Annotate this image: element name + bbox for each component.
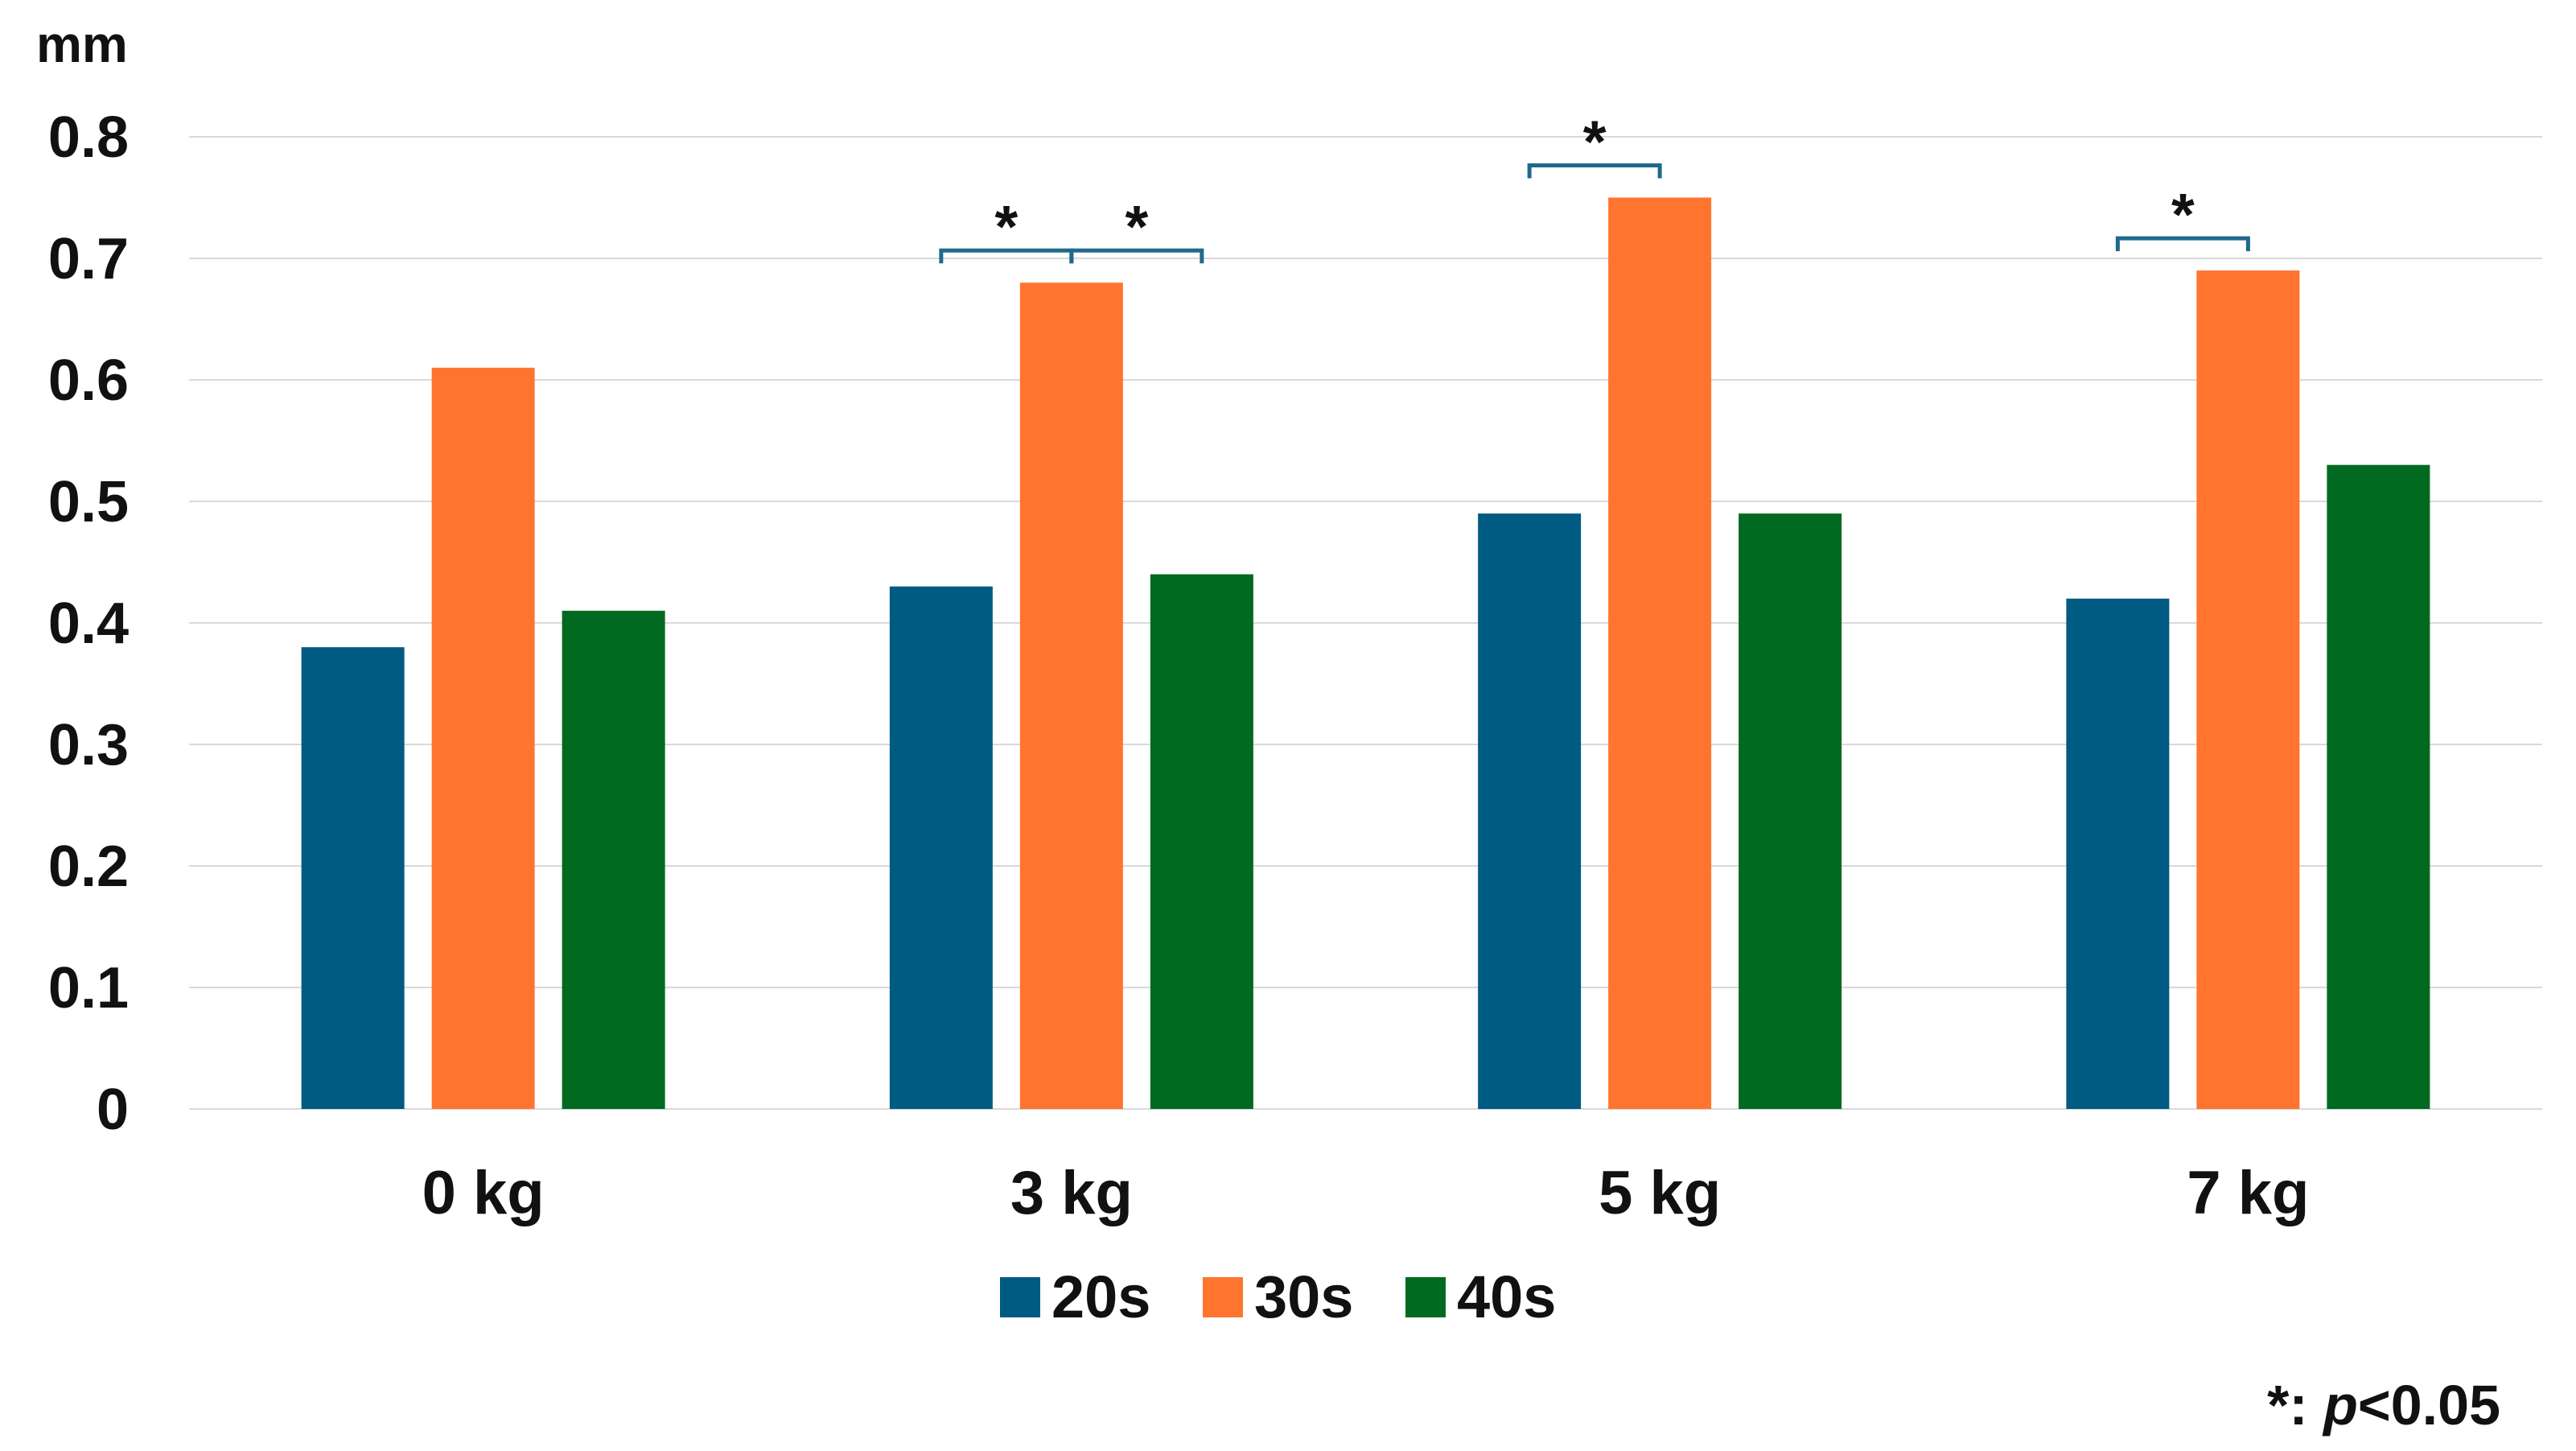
significance-bracket bbox=[1069, 248, 1204, 264]
bar-20s-7kg bbox=[2066, 598, 2170, 1109]
category-label: 3 kg bbox=[1010, 1159, 1133, 1227]
y-tick-label: 0.1 bbox=[48, 956, 129, 1020]
bar-30s-3kg bbox=[1019, 282, 1123, 1110]
y-axis-unit-label: mm bbox=[36, 15, 128, 73]
legend-label-40s: 40s bbox=[1457, 1263, 1556, 1330]
bar-30s-0kg bbox=[431, 367, 535, 1109]
y-tick-label: 0.2 bbox=[48, 835, 129, 899]
y-tick-label: 0.3 bbox=[48, 713, 129, 777]
legend: 20s 30s 40s bbox=[1000, 1263, 1556, 1330]
bar-30s-5kg bbox=[1608, 197, 1712, 1109]
significance-bracket bbox=[1527, 163, 1662, 179]
category-label: 0 kg bbox=[422, 1159, 545, 1227]
category-label: 7 kg bbox=[2187, 1159, 2309, 1227]
note-p: p bbox=[2322, 1374, 2358, 1437]
x-axis-category-labels: 0 kg 3 kg 5 kg 7 kg bbox=[422, 1159, 2310, 1227]
category-label: 5 kg bbox=[1599, 1159, 1721, 1227]
significance-star: * bbox=[994, 193, 1018, 260]
bar-30s-7kg bbox=[2196, 270, 2300, 1110]
significance-bracket bbox=[2115, 236, 2250, 252]
significance-star: * bbox=[1125, 193, 1148, 260]
bar-40s-5kg bbox=[1739, 513, 1842, 1109]
legend-swatch-20s bbox=[1000, 1277, 1040, 1317]
bar-40s-7kg bbox=[2327, 464, 2430, 1109]
y-tick-label: 0.7 bbox=[48, 227, 129, 291]
gridlines bbox=[189, 136, 2542, 1110]
bars bbox=[301, 197, 2430, 1110]
bar-20s-3kg bbox=[889, 586, 993, 1109]
y-tick-label: 0.8 bbox=[48, 105, 129, 170]
y-axis-tick-labels: 0 0.1 0.2 0.3 0.4 0.5 0.6 0.7 0.8 bbox=[48, 105, 129, 1142]
y-tick-label: 0 bbox=[97, 1078, 129, 1142]
significance-brackets: * * * * bbox=[939, 109, 2250, 264]
y-tick-label: 0.6 bbox=[48, 348, 129, 413]
y-tick-label: 0.4 bbox=[48, 592, 129, 656]
note-prefix: *: bbox=[2267, 1374, 2323, 1437]
significance-star: * bbox=[2171, 181, 2195, 248]
bar-20s-5kg bbox=[1478, 513, 1582, 1109]
legend-swatch-30s bbox=[1203, 1277, 1243, 1317]
bar-40s-0kg bbox=[562, 610, 665, 1109]
y-tick-label: 0.5 bbox=[48, 470, 129, 534]
note-suffix: <0.05 bbox=[2358, 1374, 2500, 1437]
bar-40s-3kg bbox=[1150, 574, 1253, 1109]
legend-swatch-40s bbox=[1405, 1277, 1446, 1317]
significance-note: *: p<0.05 bbox=[2267, 1374, 2500, 1437]
legend-label-20s: 20s bbox=[1051, 1263, 1150, 1330]
legend-label-30s: 30s bbox=[1254, 1263, 1353, 1330]
bar-20s-0kg bbox=[301, 647, 405, 1109]
significance-star: * bbox=[1583, 109, 1607, 175]
